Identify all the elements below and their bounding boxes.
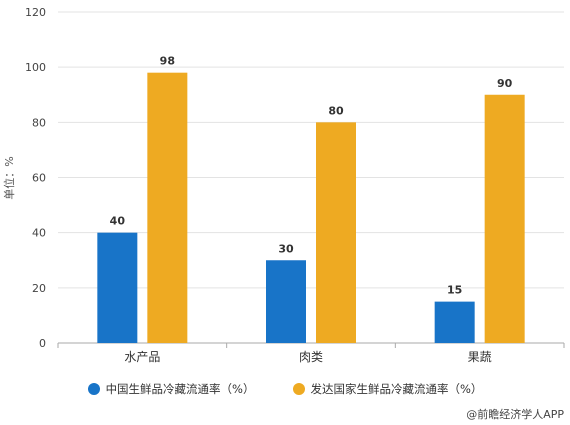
x-tick-label: 果蔬 bbox=[468, 350, 492, 364]
data-label-china: 40 bbox=[110, 215, 126, 228]
bar-developed bbox=[316, 122, 356, 343]
legend-item-developed: 发达国家生鲜品冷藏流通率（%） bbox=[292, 381, 483, 397]
legend-label-developed: 发达国家生鲜品冷藏流通率（%） bbox=[310, 382, 483, 396]
y-tick-label: 120 bbox=[25, 6, 46, 19]
data-label-china: 15 bbox=[447, 284, 462, 297]
y-tick-label: 60 bbox=[32, 172, 46, 185]
bar-china bbox=[266, 260, 306, 343]
y-tick-label: 0 bbox=[39, 337, 46, 350]
y-tick-label: 80 bbox=[32, 116, 46, 129]
source-credit: @前瞻经济学人APP bbox=[466, 408, 564, 421]
bar-developed bbox=[484, 94, 525, 343]
y-axis-label: 单位：% bbox=[2, 156, 16, 199]
y-tick-label: 20 bbox=[32, 282, 46, 295]
x-tick-label: 肉类 bbox=[299, 350, 323, 364]
legend-marker-china bbox=[87, 383, 100, 395]
bars bbox=[97, 72, 525, 343]
data-label-developed: 98 bbox=[160, 55, 175, 68]
bar-developed bbox=[147, 72, 188, 343]
bar-china bbox=[434, 301, 475, 343]
data-label-developed: 90 bbox=[497, 77, 513, 90]
bar-chart: 0 20 40 60 80 100 120 40 98 30 80 15 90 水产品 肉类 果蔬 单位：… bbox=[2, 6, 565, 364]
data-labels: 40 98 30 80 15 90 bbox=[110, 55, 513, 297]
grid-lines bbox=[58, 11, 564, 344]
legend-marker-developed bbox=[292, 383, 305, 395]
y-tick-label: 100 bbox=[25, 61, 46, 74]
bar-china bbox=[97, 232, 138, 343]
legend: 中国生鲜品冷藏流通率（%） 发达国家生鲜品冷藏流通率（%） bbox=[0, 381, 570, 397]
y-tick-label: 40 bbox=[32, 227, 46, 240]
y-axis-ticks: 0 20 40 60 80 100 120 bbox=[25, 6, 46, 350]
legend-item-china: 中国生鲜品冷藏流通率（%） bbox=[87, 381, 255, 397]
legend-label-china: 中国生鲜品冷藏流通率（%） bbox=[105, 382, 255, 396]
data-label-developed: 80 bbox=[328, 104, 344, 117]
x-tick-label: 水产品 bbox=[124, 350, 160, 364]
x-axis-categories: 水产品 肉类 果蔬 bbox=[57, 343, 565, 364]
data-label-china: 30 bbox=[278, 242, 294, 255]
